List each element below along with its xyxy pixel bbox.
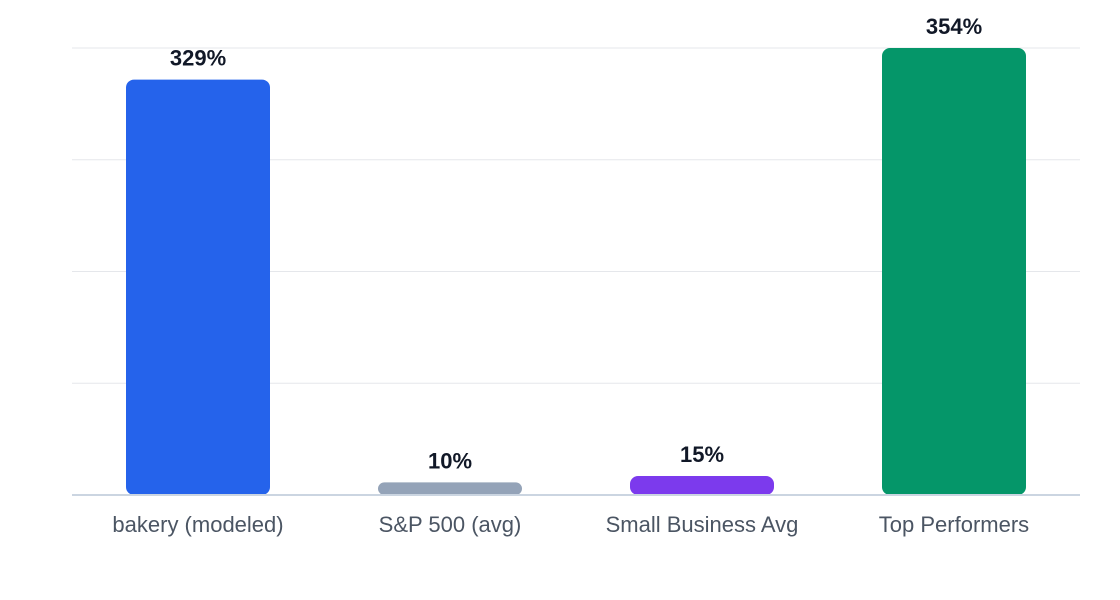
category-label-s-p-500-avg: S&P 500 (avg) — [379, 512, 522, 537]
category-label-small-business-avg: Small Business Avg — [606, 512, 799, 537]
value-label-top-performers: 354% — [926, 14, 982, 39]
category-label-top-performers: Top Performers — [879, 512, 1029, 537]
value-label-s-p-500-avg: 10% — [428, 448, 472, 473]
value-labels: 329% 10% 15% 354% — [170, 14, 982, 473]
category-labels: bakery (modeled) S&P 500 (avg) Small Busin… — [112, 512, 1029, 537]
bars — [126, 48, 1026, 495]
bar-small-business-avg — [630, 476, 774, 495]
value-label-bakery-modeled: 329% — [170, 46, 226, 71]
bar-s-p-500-avg — [378, 482, 522, 495]
bar-bakery-modeled — [126, 79, 270, 495]
value-label-small-business-avg: 15% — [680, 442, 724, 467]
bar-top-performers — [882, 48, 1026, 495]
category-label-bakery-modeled: bakery (modeled) — [112, 512, 283, 537]
